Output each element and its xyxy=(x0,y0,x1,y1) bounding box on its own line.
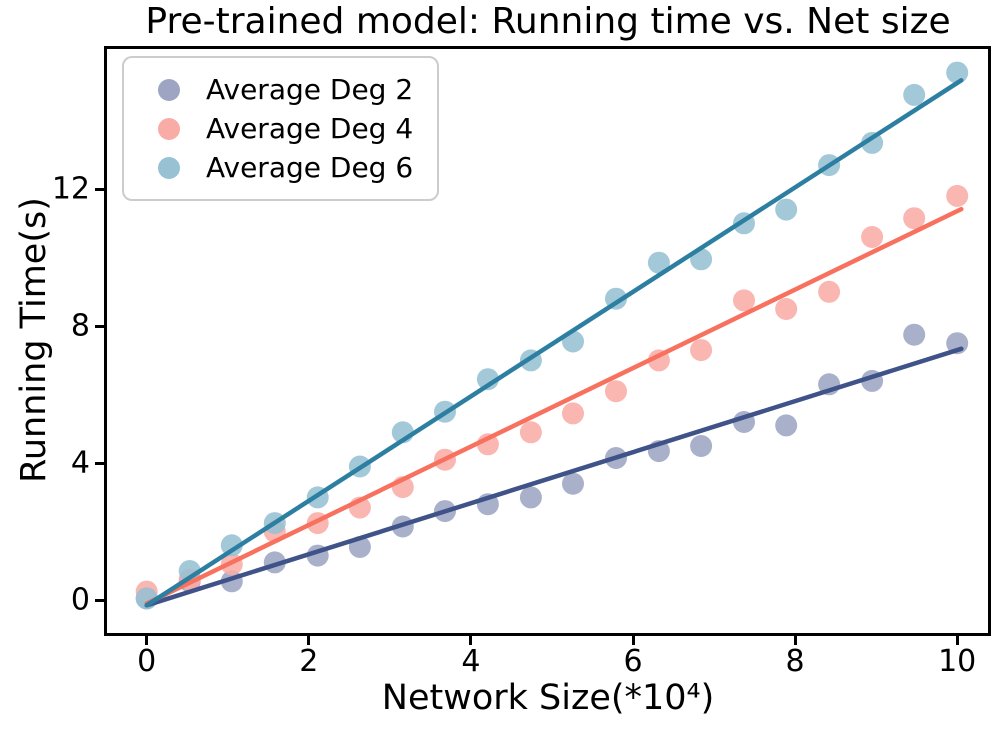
scatter-point xyxy=(946,61,969,84)
scatter-point xyxy=(861,131,884,154)
x-tick-label: 10 xyxy=(938,644,977,679)
x-tick-label: 6 xyxy=(623,644,643,679)
scatter-point xyxy=(775,298,798,320)
x-tick-mark xyxy=(955,636,959,645)
trend-line xyxy=(144,78,964,608)
y-tick-label: 0 xyxy=(70,582,90,618)
y-tick-mark xyxy=(95,324,104,328)
legend-row: Average Deg 4 xyxy=(144,109,413,148)
scatter-point xyxy=(562,402,584,425)
trend-line xyxy=(144,206,964,606)
scatter-point xyxy=(903,83,926,106)
scatter-point xyxy=(519,421,542,444)
legend-marker-deg2-icon xyxy=(158,78,180,101)
y-tick-label: 8 xyxy=(70,308,90,344)
trend-line xyxy=(144,346,964,608)
legend-marker-deg4-icon xyxy=(158,117,180,140)
scatter-point xyxy=(818,280,841,303)
x-axis-label: Network Size(*10⁴) xyxy=(381,678,715,718)
scatter-point xyxy=(903,207,926,230)
legend: Average Deg 2 Average Deg 4 Average Deg … xyxy=(122,56,440,201)
y-tick-label: 4 xyxy=(70,445,90,481)
y-tick-mark xyxy=(95,461,104,465)
scatter-point xyxy=(861,226,884,248)
scatter-point xyxy=(647,251,670,274)
y-tick-mark xyxy=(95,598,104,602)
scatter-point xyxy=(220,534,243,557)
legend-label: Average Deg 4 xyxy=(206,112,414,145)
scatter-point xyxy=(690,435,713,457)
x-tick-mark xyxy=(793,636,797,645)
x-tick-label: 8 xyxy=(785,644,805,679)
x-tick-label: 0 xyxy=(137,644,157,679)
scatter-point xyxy=(775,198,798,221)
legend-row: Average Deg 6 xyxy=(144,148,413,187)
y-tick-mark xyxy=(95,187,104,191)
x-tick-mark xyxy=(631,636,635,645)
y-axis-label: Running Time(s) xyxy=(14,197,54,483)
legend-label: Average Deg 6 xyxy=(206,151,414,184)
x-tick-label: 4 xyxy=(461,644,481,679)
plot-canvas xyxy=(135,61,969,610)
legend-marker-deg6-icon xyxy=(158,156,180,179)
legend-row: Average Deg 2 xyxy=(144,70,413,109)
scatter-point xyxy=(733,289,755,312)
scatter-point xyxy=(775,414,798,437)
x-tick-mark xyxy=(307,636,311,645)
legend-label: Average Deg 2 xyxy=(206,73,414,106)
chart-title: Pre-trained model: Running time vs. Net … xyxy=(145,1,951,42)
scatter-point xyxy=(690,339,713,362)
x-tick-mark xyxy=(469,636,473,645)
scatter-point xyxy=(605,380,627,403)
scatter-point xyxy=(903,323,926,346)
scatter-point xyxy=(476,368,499,391)
scatter-point xyxy=(519,486,542,509)
x-tick-mark xyxy=(145,636,149,645)
x-tick-label: 2 xyxy=(299,644,319,679)
scatter-point xyxy=(562,472,584,495)
y-tick-label: 12 xyxy=(51,171,90,207)
scatter-point xyxy=(946,184,969,207)
